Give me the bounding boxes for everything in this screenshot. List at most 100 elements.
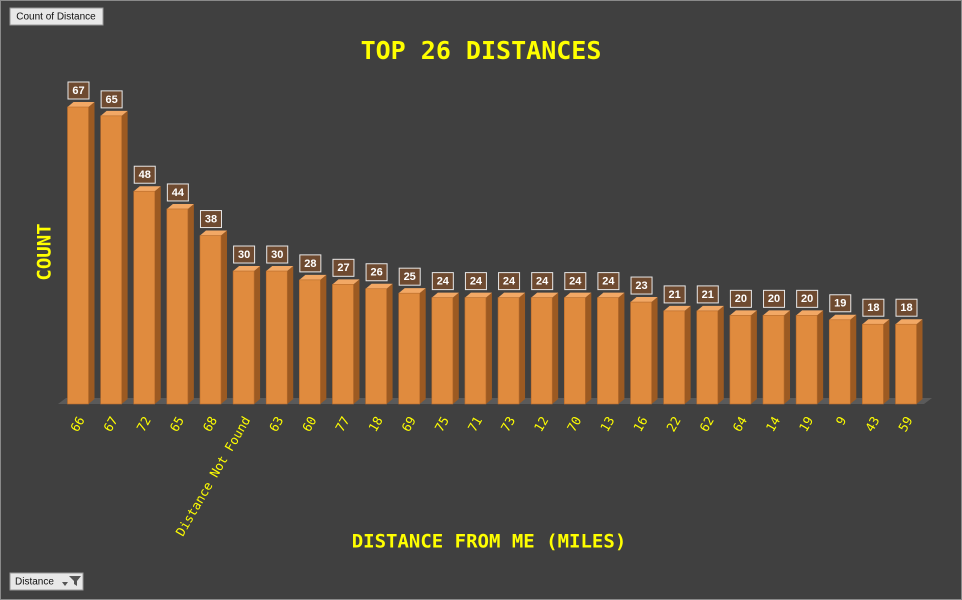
- data-label-box: [166, 183, 189, 202]
- bar: [431, 297, 454, 405]
- data-label: 24: [437, 276, 450, 288]
- data-label-box: [564, 272, 587, 291]
- x-tick-label: 16: [630, 414, 651, 435]
- bar-top: [266, 266, 294, 272]
- bar-top: [133, 186, 161, 192]
- data-label: 24: [503, 276, 516, 288]
- bar-top: [199, 230, 227, 236]
- x-tick-label: 63: [266, 414, 287, 435]
- x-tick-label: 67: [100, 414, 121, 435]
- bar-side: [419, 288, 426, 404]
- bar-top: [564, 292, 592, 298]
- data-label: 25: [404, 271, 416, 283]
- bar-side: [585, 292, 592, 404]
- x-tick-label: 71: [465, 414, 486, 435]
- data-label-box: [133, 165, 156, 184]
- data-label: 28: [304, 258, 316, 270]
- bar-side: [254, 266, 261, 404]
- x-tick-label: 77: [332, 414, 353, 435]
- bar-top: [729, 310, 757, 316]
- bar-top: [464, 292, 492, 298]
- x-tick-label: 62: [696, 414, 717, 435]
- data-label-box: [763, 289, 786, 308]
- bar-top: [696, 305, 724, 311]
- data-label-box: [531, 272, 554, 291]
- bar: [464, 297, 487, 405]
- x-tick-label: 14: [763, 414, 784, 435]
- x-tick-label: 70: [564, 414, 585, 435]
- data-label: 20: [735, 293, 747, 305]
- data-label: 24: [569, 276, 582, 288]
- bar: [166, 208, 189, 405]
- bar-side: [452, 292, 459, 404]
- bar: [497, 297, 520, 405]
- data-label-box: [829, 294, 852, 313]
- x-tick-label: 19: [796, 414, 817, 435]
- x-tick-label: 75: [431, 414, 452, 435]
- bar-top: [233, 266, 261, 272]
- bar: [332, 284, 354, 405]
- x-tick-label: 72: [133, 414, 154, 435]
- field-button[interactable]: [9, 7, 104, 26]
- bar-side: [618, 292, 625, 404]
- data-label-box: [729, 289, 752, 308]
- data-label-box: [100, 90, 123, 109]
- bar: [597, 297, 619, 405]
- x-tick-label: 43: [862, 414, 883, 435]
- bar: [663, 310, 685, 405]
- bar-side: [850, 314, 857, 404]
- bar-top: [895, 319, 923, 325]
- data-label: 44: [172, 187, 185, 199]
- bar-side: [88, 102, 95, 404]
- bar: [630, 301, 652, 405]
- bar-top: [166, 203, 194, 209]
- data-label: 20: [801, 293, 813, 305]
- bar-side: [386, 283, 393, 404]
- data-label: 38: [205, 213, 217, 225]
- bar-top: [763, 310, 791, 316]
- bar: [696, 310, 719, 405]
- data-label-box: [597, 272, 620, 291]
- data-label-box: [199, 210, 222, 229]
- field-button-label[interactable]: Distance: [15, 577, 54, 588]
- bar-top: [365, 283, 393, 289]
- bar-side: [154, 186, 161, 404]
- bar: [265, 270, 288, 405]
- data-label: 24: [470, 276, 483, 288]
- data-label: 24: [536, 276, 549, 288]
- x-tick-label: 18: [365, 414, 386, 435]
- bar-side: [717, 305, 724, 404]
- data-label: 30: [238, 249, 250, 261]
- data-label: 30: [271, 249, 283, 261]
- data-label-box: [233, 245, 256, 264]
- bar-side: [784, 310, 791, 404]
- data-label-box: [696, 285, 719, 304]
- x-tick-label: 59: [895, 414, 916, 435]
- data-label-box: [398, 267, 421, 286]
- data-label: 48: [139, 169, 151, 181]
- filter-icon[interactable]: [62, 576, 81, 586]
- bar-top: [630, 297, 658, 303]
- bar-side: [750, 310, 757, 404]
- bar-side: [287, 266, 294, 404]
- bar-side: [552, 292, 559, 404]
- data-label-box: [862, 298, 885, 317]
- bar-side: [121, 110, 128, 405]
- bar: [67, 106, 89, 405]
- bar-top: [663, 305, 691, 311]
- data-label: 65: [105, 94, 117, 106]
- field-button-label[interactable]: Count of Distance: [16, 12, 96, 23]
- bar: [199, 235, 222, 405]
- data-label: 18: [900, 302, 912, 314]
- bar: [299, 279, 321, 405]
- x-tick-label: 65: [166, 414, 187, 435]
- bar: [762, 315, 785, 405]
- bar: [862, 323, 884, 405]
- x-axis-title: DISTANCE FROM ME (MILES): [352, 531, 627, 553]
- field-button[interactable]: [9, 572, 84, 591]
- bar-side: [485, 292, 492, 404]
- y-axis-title: COUNT: [34, 223, 56, 280]
- bar-top: [332, 279, 360, 285]
- bar-side: [519, 292, 526, 404]
